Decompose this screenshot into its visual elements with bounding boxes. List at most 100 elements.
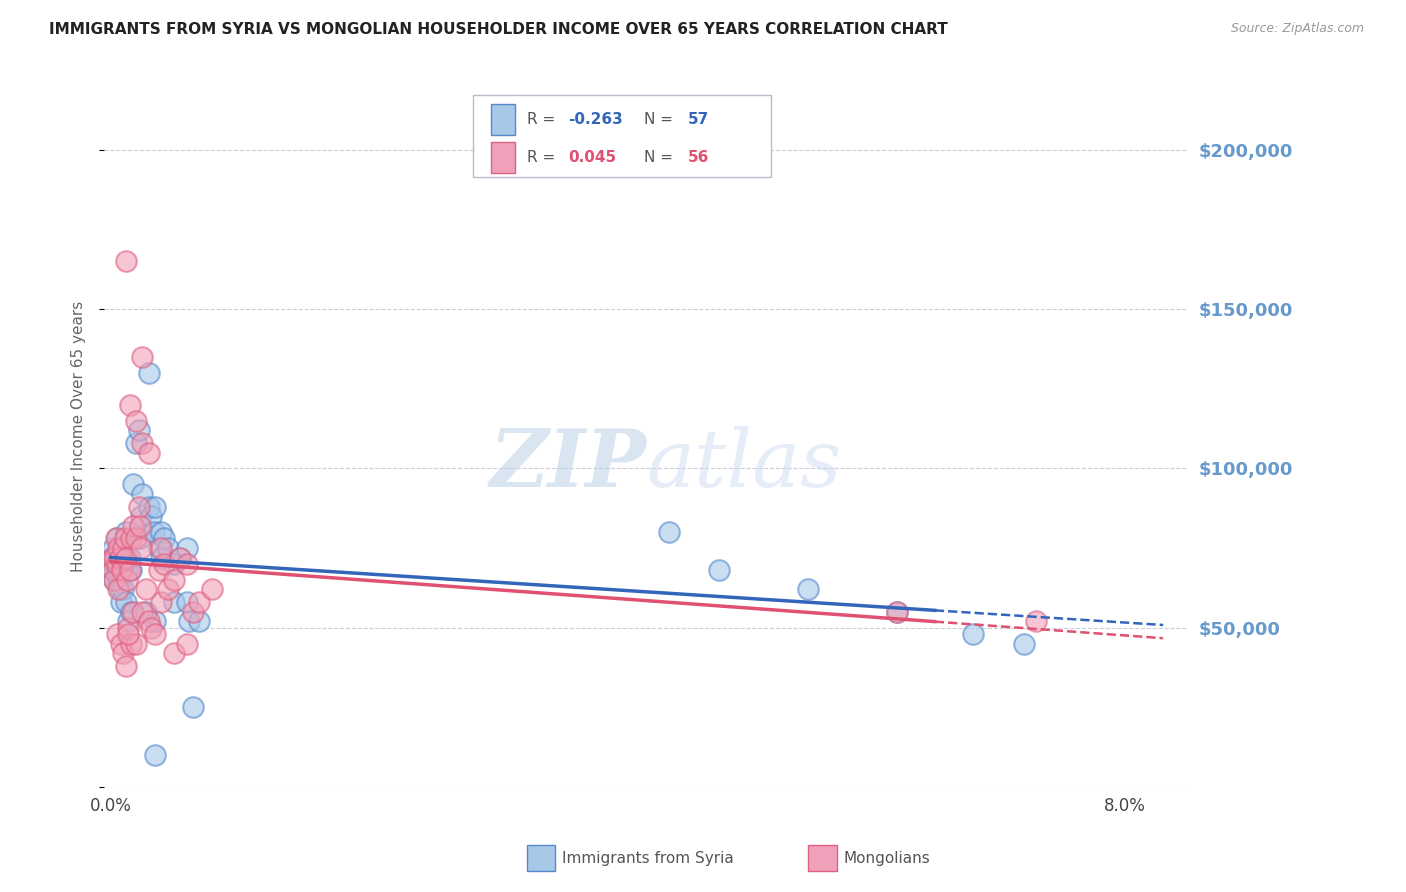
Point <box>117 614 139 628</box>
Text: 0.045: 0.045 <box>568 150 616 165</box>
Point <box>142 525 165 540</box>
Point <box>112 541 135 555</box>
Point <box>101 563 124 577</box>
Point <box>181 605 204 619</box>
Point <box>128 423 150 437</box>
Point <box>886 605 908 619</box>
Point <box>120 563 142 577</box>
Point <box>122 605 145 619</box>
Point <box>101 563 124 577</box>
Text: N =: N = <box>644 150 678 165</box>
Point <box>125 532 148 546</box>
Point <box>176 557 198 571</box>
Text: 57: 57 <box>688 112 709 127</box>
Point <box>125 436 148 450</box>
Point <box>108 582 131 597</box>
Point <box>150 541 173 555</box>
Text: Source: ZipAtlas.com: Source: ZipAtlas.com <box>1230 22 1364 36</box>
Point <box>115 550 138 565</box>
Point <box>129 509 152 524</box>
Point <box>962 627 984 641</box>
Point <box>797 582 820 597</box>
Text: R =: R = <box>527 112 560 127</box>
Point <box>107 541 129 555</box>
Point <box>129 541 152 555</box>
Point <box>163 573 186 587</box>
Point <box>104 550 127 565</box>
Point <box>105 532 128 546</box>
Point <box>104 532 127 546</box>
Point <box>176 541 198 555</box>
Point <box>138 445 160 459</box>
Point <box>118 398 141 412</box>
Text: Mongolians: Mongolians <box>844 851 931 865</box>
Point <box>128 532 150 546</box>
Point <box>110 563 132 577</box>
Text: Immigrants from Syria: Immigrants from Syria <box>562 851 734 865</box>
Point <box>101 550 124 565</box>
Point <box>111 550 134 565</box>
Point <box>117 621 139 635</box>
Point <box>153 532 176 546</box>
Point <box>143 627 166 641</box>
Point <box>112 646 135 660</box>
Point <box>131 605 153 619</box>
Point <box>111 563 134 577</box>
Point <box>658 525 681 540</box>
Point <box>125 414 148 428</box>
Point <box>115 525 138 540</box>
Point <box>131 350 153 364</box>
Point <box>112 582 135 597</box>
Point <box>181 700 204 714</box>
Point <box>138 500 160 514</box>
Point <box>176 595 198 609</box>
Point <box>135 582 157 597</box>
Point <box>163 595 186 609</box>
Point <box>103 573 125 587</box>
Point <box>138 366 160 380</box>
Point <box>201 582 224 597</box>
Point <box>148 563 170 577</box>
Bar <box>491 104 515 135</box>
Point <box>103 550 125 565</box>
Point <box>120 532 142 546</box>
Point <box>105 627 128 641</box>
Point <box>110 595 132 609</box>
Point <box>179 614 201 628</box>
Text: N =: N = <box>644 112 678 127</box>
Point <box>709 563 731 577</box>
Point <box>120 636 142 650</box>
Point <box>115 595 138 609</box>
Point <box>131 487 153 501</box>
Point <box>141 621 163 635</box>
Point <box>105 557 128 571</box>
Point <box>103 573 125 587</box>
Point <box>103 557 125 571</box>
Y-axis label: Householder Income Over 65 years: Householder Income Over 65 years <box>72 301 86 573</box>
Point <box>112 541 135 555</box>
Point <box>115 658 138 673</box>
Point <box>148 541 170 555</box>
Point <box>163 557 186 571</box>
Point <box>128 518 150 533</box>
Point <box>156 541 179 555</box>
Point <box>110 636 132 650</box>
Text: -0.263: -0.263 <box>568 112 623 127</box>
Bar <box>491 142 515 173</box>
Point <box>143 747 166 762</box>
Text: IMMIGRANTS FROM SYRIA VS MONGOLIAN HOUSEHOLDER INCOME OVER 65 YEARS CORRELATION : IMMIGRANTS FROM SYRIA VS MONGOLIAN HOUSE… <box>49 22 948 37</box>
Point <box>188 614 211 628</box>
Text: atlas: atlas <box>647 425 842 503</box>
Point <box>135 605 157 619</box>
Point <box>150 550 173 565</box>
Point <box>138 614 160 628</box>
Point <box>131 436 153 450</box>
Text: ZIP: ZIP <box>489 425 647 503</box>
Point <box>108 557 131 571</box>
Point <box>115 254 138 268</box>
Point <box>118 550 141 565</box>
Point <box>169 550 191 565</box>
Point <box>105 563 128 577</box>
Text: 56: 56 <box>688 150 709 165</box>
Point <box>143 500 166 514</box>
